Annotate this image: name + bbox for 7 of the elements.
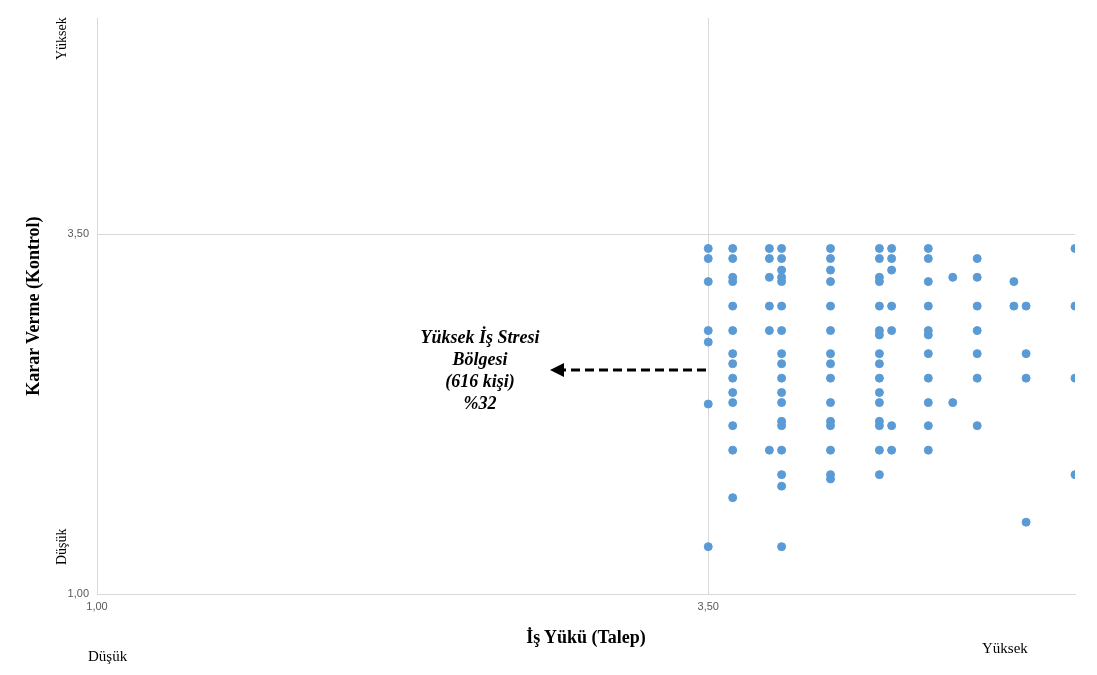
y-axis-title: Karar Verme (Kontrol) [23, 216, 45, 396]
text: Düşük [54, 528, 70, 565]
text: Yüksek [982, 640, 1028, 657]
text: Düşük [88, 648, 128, 665]
text: Yüksek [54, 17, 70, 60]
x-axis-title: İş Yükü (Talep) [526, 626, 646, 648]
annotation: Yüksek İş Stresi Bölgesi (616 kişi) %32 [419, 326, 541, 414]
